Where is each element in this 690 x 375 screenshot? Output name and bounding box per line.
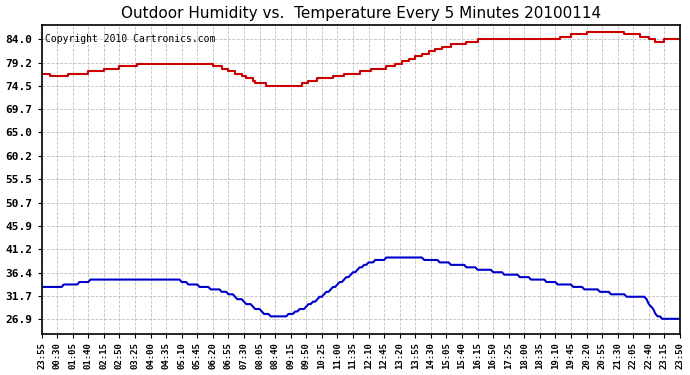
Text: Copyright 2010 Cartronics.com: Copyright 2010 Cartronics.com: [45, 34, 215, 44]
Title: Outdoor Humidity vs.  Temperature Every 5 Minutes 20100114: Outdoor Humidity vs. Temperature Every 5…: [121, 6, 601, 21]
